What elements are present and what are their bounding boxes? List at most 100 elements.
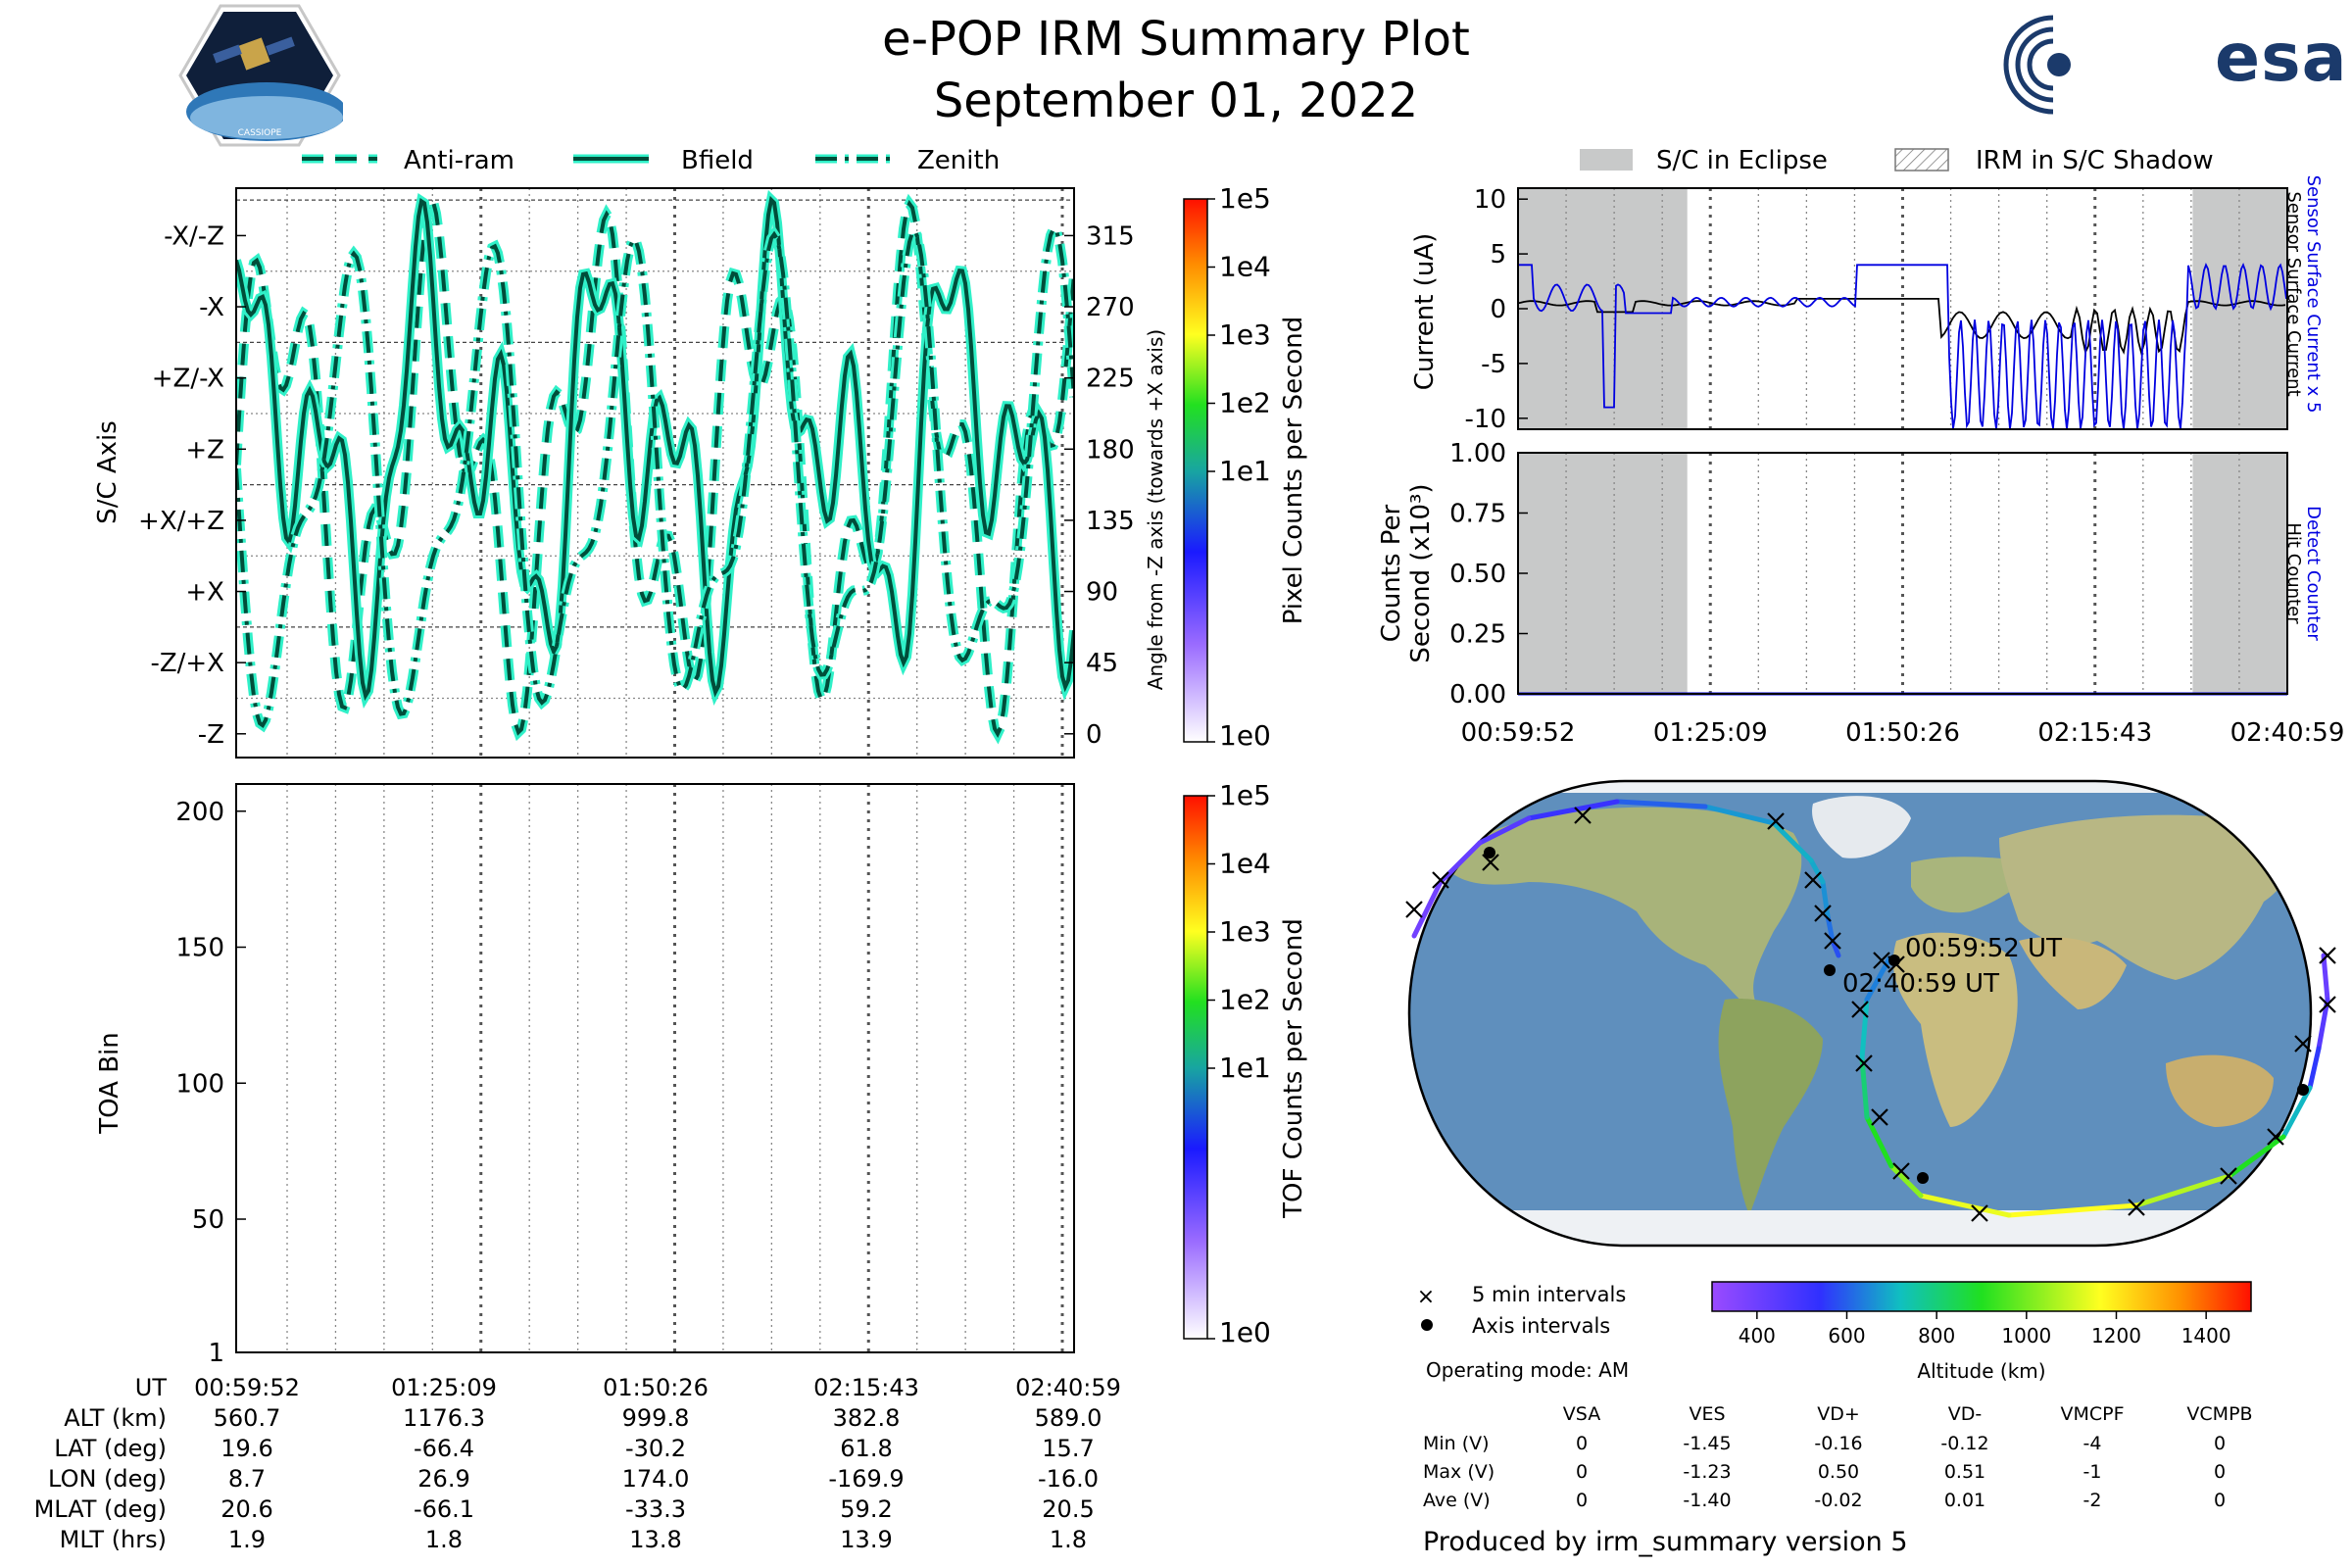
north-america xyxy=(1441,807,1802,1019)
ephemeris-cell: 00:59:52 xyxy=(194,1374,300,1401)
ephemeris-cell: 1.8 xyxy=(424,1526,464,1553)
colorbar-tick-label: 1e3 xyxy=(1219,318,1271,351)
five-minute-marker xyxy=(1873,952,1890,969)
voltage-header: VES xyxy=(1689,1403,1726,1425)
ephemeris-cell: 01:50:26 xyxy=(603,1374,709,1401)
eclipse-band xyxy=(2192,188,2287,429)
colorbar-tick-label: 1e0 xyxy=(1219,1316,1271,1348)
current-legend: S/C in Eclipse IRM in S/C Shadow xyxy=(1580,146,2214,175)
five-minute-marker xyxy=(2128,1199,2145,1216)
voltage-header: VMCPF xyxy=(2060,1403,2125,1425)
current-tick-label: -5 xyxy=(1481,350,1506,379)
colorbar-tick-label: 1e1 xyxy=(1219,455,1271,487)
voltage-row-label: Ave (V) xyxy=(1423,1490,1491,1511)
current-ylabel: Current (uA) xyxy=(1410,233,1440,390)
voltage-cell: -1.40 xyxy=(1683,1490,1732,1511)
voltage-row-label: Max (V) xyxy=(1423,1461,1495,1483)
five-minute-marker xyxy=(1824,932,1841,950)
current-tick-labels: -10 -5 0 5 10 xyxy=(1465,185,1528,434)
current-plot: S/C in Eclipse IRM in S/C Shadow -10 -5 0 5… xyxy=(1410,146,2324,434)
ephemeris-row-label: UT xyxy=(134,1374,167,1401)
ephemeris-row-label: MLT (hrs) xyxy=(59,1526,167,1553)
counts-x-tick-label: 01:50:26 xyxy=(1845,718,1960,748)
voltage-cell: 0.01 xyxy=(1943,1490,1986,1511)
sc-axis-tick-label: +Z/-X xyxy=(152,365,224,394)
voltage-cell: 0.50 xyxy=(1817,1461,1860,1483)
angle-tick-label: 180 xyxy=(1086,435,1135,465)
colorbar-tick-label: 1e5 xyxy=(1219,779,1271,811)
counts-right-label-black: Hit Counter xyxy=(2283,522,2304,624)
toa-tick-label: 150 xyxy=(175,934,224,963)
orbit-segment xyxy=(1614,799,1708,809)
altitude-tick-label: 800 xyxy=(1918,1324,1955,1348)
voltage-cell: -1.23 xyxy=(1683,1461,1732,1483)
sc-axis-tick-label: -Z/+X xyxy=(150,649,224,678)
axis-interval-marker xyxy=(1824,964,1836,976)
ephemeris-cell: 560.7 xyxy=(213,1404,281,1432)
counts-tick-labels: 0.00 0.25 0.50 0.75 1.00 00:59:52 01:25:09 01:5… xyxy=(1449,439,2344,748)
axis-interval-marker xyxy=(1917,1172,1929,1184)
five-minute-marker xyxy=(1855,1054,1873,1072)
australia xyxy=(2166,1054,2274,1127)
counts-ylabel-1: Counts Per xyxy=(1377,504,1406,642)
ephemeris-cell: -30.2 xyxy=(624,1435,687,1462)
colorbar-tick-label: 1e2 xyxy=(1219,387,1271,419)
angle-tick-label: 45 xyxy=(1086,649,1118,678)
toa-frame xyxy=(235,783,1075,1353)
angle-tick-label: 135 xyxy=(1086,507,1135,536)
altitude-tick-label: 400 xyxy=(1739,1324,1776,1348)
legend-zenith: Zenith xyxy=(917,146,1000,175)
legend-anti-ram: Anti-ram xyxy=(404,146,514,175)
current-right-label-black: Sensor Surface Current xyxy=(2283,191,2304,396)
ephemeris-cell: -66.1 xyxy=(413,1495,475,1523)
orbit-segment xyxy=(2227,1134,2286,1179)
ephemeris-cell: -33.3 xyxy=(624,1495,687,1523)
pixel-colorbar-ticks: 1e0 1e1 1e2 1e3 1e4 1e5 xyxy=(1207,182,1271,752)
counts-x-tick-label: 01:25:09 xyxy=(1653,718,1768,748)
ephemeris-row-label: LON (deg) xyxy=(48,1465,167,1493)
ephemeris-cell: 1.8 xyxy=(1049,1526,1088,1553)
toa-ylabel: TOA Bin xyxy=(95,1032,124,1134)
orbit-segment xyxy=(1859,1055,1870,1120)
counts-plot: 0.00 0.25 0.50 0.75 1.00 00:59:52 01:25:09 01:5… xyxy=(1377,439,2344,748)
counts-x-tick-label: 02:15:43 xyxy=(2037,718,2152,748)
counts-x-tick-label: 00:59:52 xyxy=(1461,718,1576,748)
greenland xyxy=(1812,796,1911,858)
ephemeris-cell: 02:40:59 xyxy=(1015,1374,1121,1401)
altitude-colorbar xyxy=(1711,1281,2252,1312)
voltage-cell: 0 xyxy=(2213,1490,2227,1511)
ephemeris-cell: 02:15:43 xyxy=(813,1374,919,1401)
voltage-cell: 0 xyxy=(1575,1461,1589,1483)
colorbar-tick-label: 1e1 xyxy=(1219,1052,1271,1084)
sc-axis-tick-label: +X xyxy=(185,578,224,608)
five-minute-marker xyxy=(1851,1001,1869,1018)
dot-marker-icon xyxy=(1421,1319,1433,1331)
toa-tick-label: 1 xyxy=(208,1339,224,1368)
orbit-map: 00:59:52 UT 02:40:59 UT xyxy=(1405,779,2336,1248)
zenith-trace xyxy=(236,225,1074,728)
voltage-header: VD- xyxy=(1947,1403,1983,1425)
voltage-cell: -1.45 xyxy=(1683,1433,1732,1454)
south-asia xyxy=(2019,937,2127,1009)
sc-axis-tick-label: +X/+Z xyxy=(138,507,224,536)
orbit-segment xyxy=(2006,1202,2139,1218)
colorbar-tick-label: 1e3 xyxy=(1219,915,1271,948)
altitude-tick-label: 1400 xyxy=(2181,1324,2231,1348)
voltage-row-label: Min (V) xyxy=(1423,1433,1490,1454)
angle-tick-label: 0 xyxy=(1086,720,1102,750)
africa xyxy=(1892,932,2018,1127)
footer-text: Produced by irm_summary version 5 xyxy=(1423,1527,1908,1557)
tof-colorbar-label: TOF Counts per Second xyxy=(1279,918,1308,1219)
orbit-track xyxy=(1405,799,2336,1222)
ephemeris-cell: 1176.3 xyxy=(403,1404,485,1432)
sc-axis-tick-label: -X/-Z xyxy=(164,221,224,251)
current-tick-label: 5 xyxy=(1490,240,1506,270)
angle-tick-label: 225 xyxy=(1086,365,1135,394)
orbit-segment xyxy=(1702,804,1777,826)
counts-ylabel-2: Second (x10³) xyxy=(1406,483,1436,662)
cassiope-logo-text: CASSIOPE xyxy=(238,128,282,138)
esa-logo-text: esa xyxy=(2215,20,2348,97)
